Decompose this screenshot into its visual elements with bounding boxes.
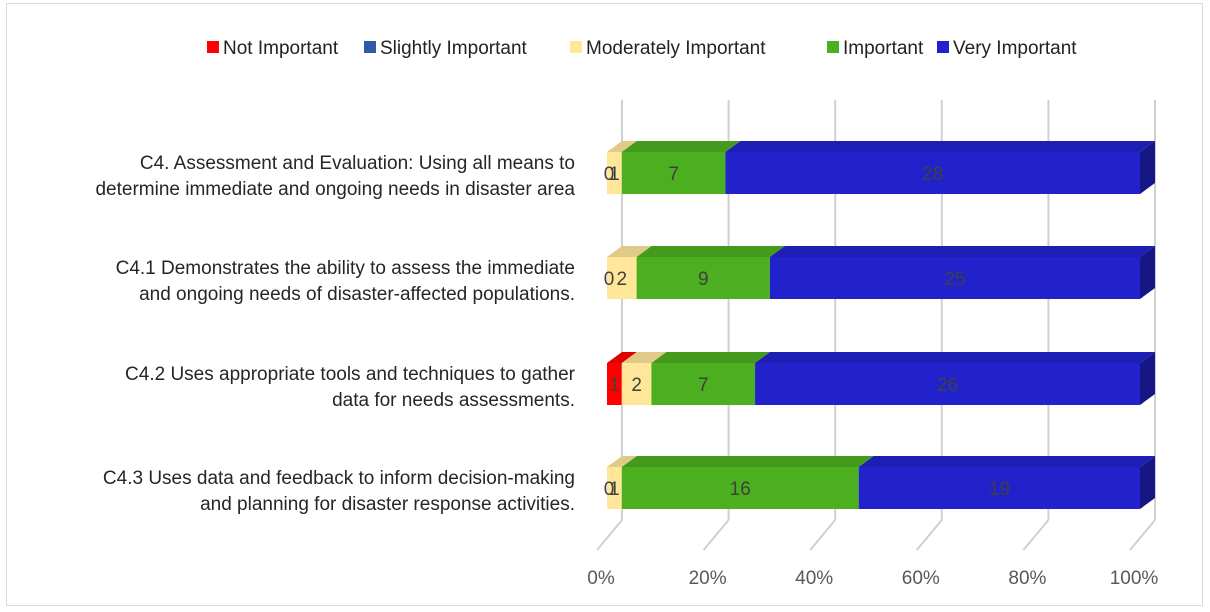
data-label-moderately-important: 2 [617,269,628,290]
gridline-floor [702,519,730,551]
legend-swatch [937,41,949,53]
bar-segment-moderately-important [607,152,622,194]
bar-side [1140,246,1155,299]
x-tick-label: 0% [587,568,615,589]
stacked-bar-chart: Not Important Slightly Important Moderatel… [95,38,1158,589]
data-label-not-important: 0 [604,479,615,500]
bar-segment-very-important [769,257,1140,299]
bar-top-important [621,141,741,152]
bar-top-not-important [607,352,637,363]
bar-top-very-important [755,352,1155,363]
data-label-not-important: 1 [609,375,620,396]
bar-top-important [621,456,874,467]
x-tick-label: 20% [689,568,727,589]
gridline-floor [1022,519,1050,551]
category-labels: C4. Assessment and Evaluation: Using all… [95,153,575,515]
bar-top-moderately-important [607,141,637,152]
category-label: data for needs assessments. [332,390,575,411]
bar-segment-moderately-important [607,257,637,299]
data-label-very-important: 28 [922,164,943,185]
category-label: C4.2 Uses appropriate tools and techniqu… [125,364,576,385]
legend-swatch [570,41,582,53]
data-label-moderately-important: 2 [631,375,642,396]
data-label-important: 7 [668,164,679,185]
bar-side [1140,352,1155,405]
legend-swatch [364,41,376,53]
bar-top-important [636,246,785,257]
bar-top-moderately-important [607,456,637,467]
data-label-very-important: 25 [944,269,965,290]
bar-side [1140,141,1155,194]
bar-top-moderately-important [621,352,667,363]
legend-label: Not Important [223,38,339,59]
bar-top-very-important [858,456,1155,467]
bar-segment-not-important [607,363,622,405]
gridline-floor [916,519,943,551]
gridline-floor [1129,519,1156,551]
bar-segment-very-important [725,152,1140,194]
bar-top-moderately-important [607,246,652,257]
x-tick-label: 100% [1110,568,1159,589]
data-label-not-important: 0 [604,164,615,185]
legend-label: Slightly Important [380,38,528,59]
x-tick-label: 80% [1008,568,1046,589]
legend-item-moderately-important: Moderately Important [570,38,766,59]
x-axis-ticks: 0% 20% 40% 60% 80% 100% [587,568,1158,589]
data-label-important: 16 [730,479,751,500]
data-label-important: 7 [698,375,709,396]
data-label-moderately-important: 1 [609,164,620,185]
legend-item-slightly-important: Slightly Important [364,38,528,59]
legend-swatch [827,41,839,53]
data-label-important: 9 [698,269,709,290]
bar-segment-important [621,467,859,509]
gridline-floor [809,519,836,551]
data-label-very-important: 26 [937,375,958,396]
legend: Not Important Slightly Important Moderatel… [207,38,1077,59]
legend-item-very-important: Very Important [937,38,1077,59]
bar-segment-very-important [858,467,1140,509]
data-label-very-important: 19 [989,479,1010,500]
legend-label: Important [843,38,924,59]
category-label: and ongoing needs of disaster-affected p… [139,284,575,305]
bar-segment-moderately-important [607,467,622,509]
legend-label: Moderately Important [586,38,766,59]
bar-side [1140,456,1155,509]
chart-frame: Not Important Slightly Important Moderatel… [6,3,1203,606]
legend-label: Very Important [953,38,1077,59]
bar-top-very-important [725,141,1155,152]
gridline-floor [596,519,623,551]
bar-top-important [651,352,771,363]
bar-segment-important [621,152,726,194]
category-label: C4.1 Demonstrates the ability to assess … [116,258,575,279]
x-tick-label: 40% [795,568,833,589]
category-label: C4.3 Uses data and feedback to inform de… [103,468,575,489]
bar-top-very-important [769,246,1155,257]
legend-swatch [207,41,219,53]
bar-segment-important [651,363,756,405]
category-label: C4. Assessment and Evaluation: Using all… [140,153,575,174]
bar-segment-very-important [755,363,1140,405]
category-label: determine immediate and ongoing needs in… [95,179,575,200]
x-tick-label: 60% [902,568,940,589]
data-label-moderately-important: 1 [609,479,620,500]
category-label: and planning for disaster response activ… [200,494,575,515]
legend-item-not-important: Not Important [207,38,339,59]
legend-item-important: Important [827,38,924,59]
data-label-not-important: 0 [604,269,615,290]
bar-segment-moderately-important [621,363,652,405]
bar-segment-important [636,257,770,299]
